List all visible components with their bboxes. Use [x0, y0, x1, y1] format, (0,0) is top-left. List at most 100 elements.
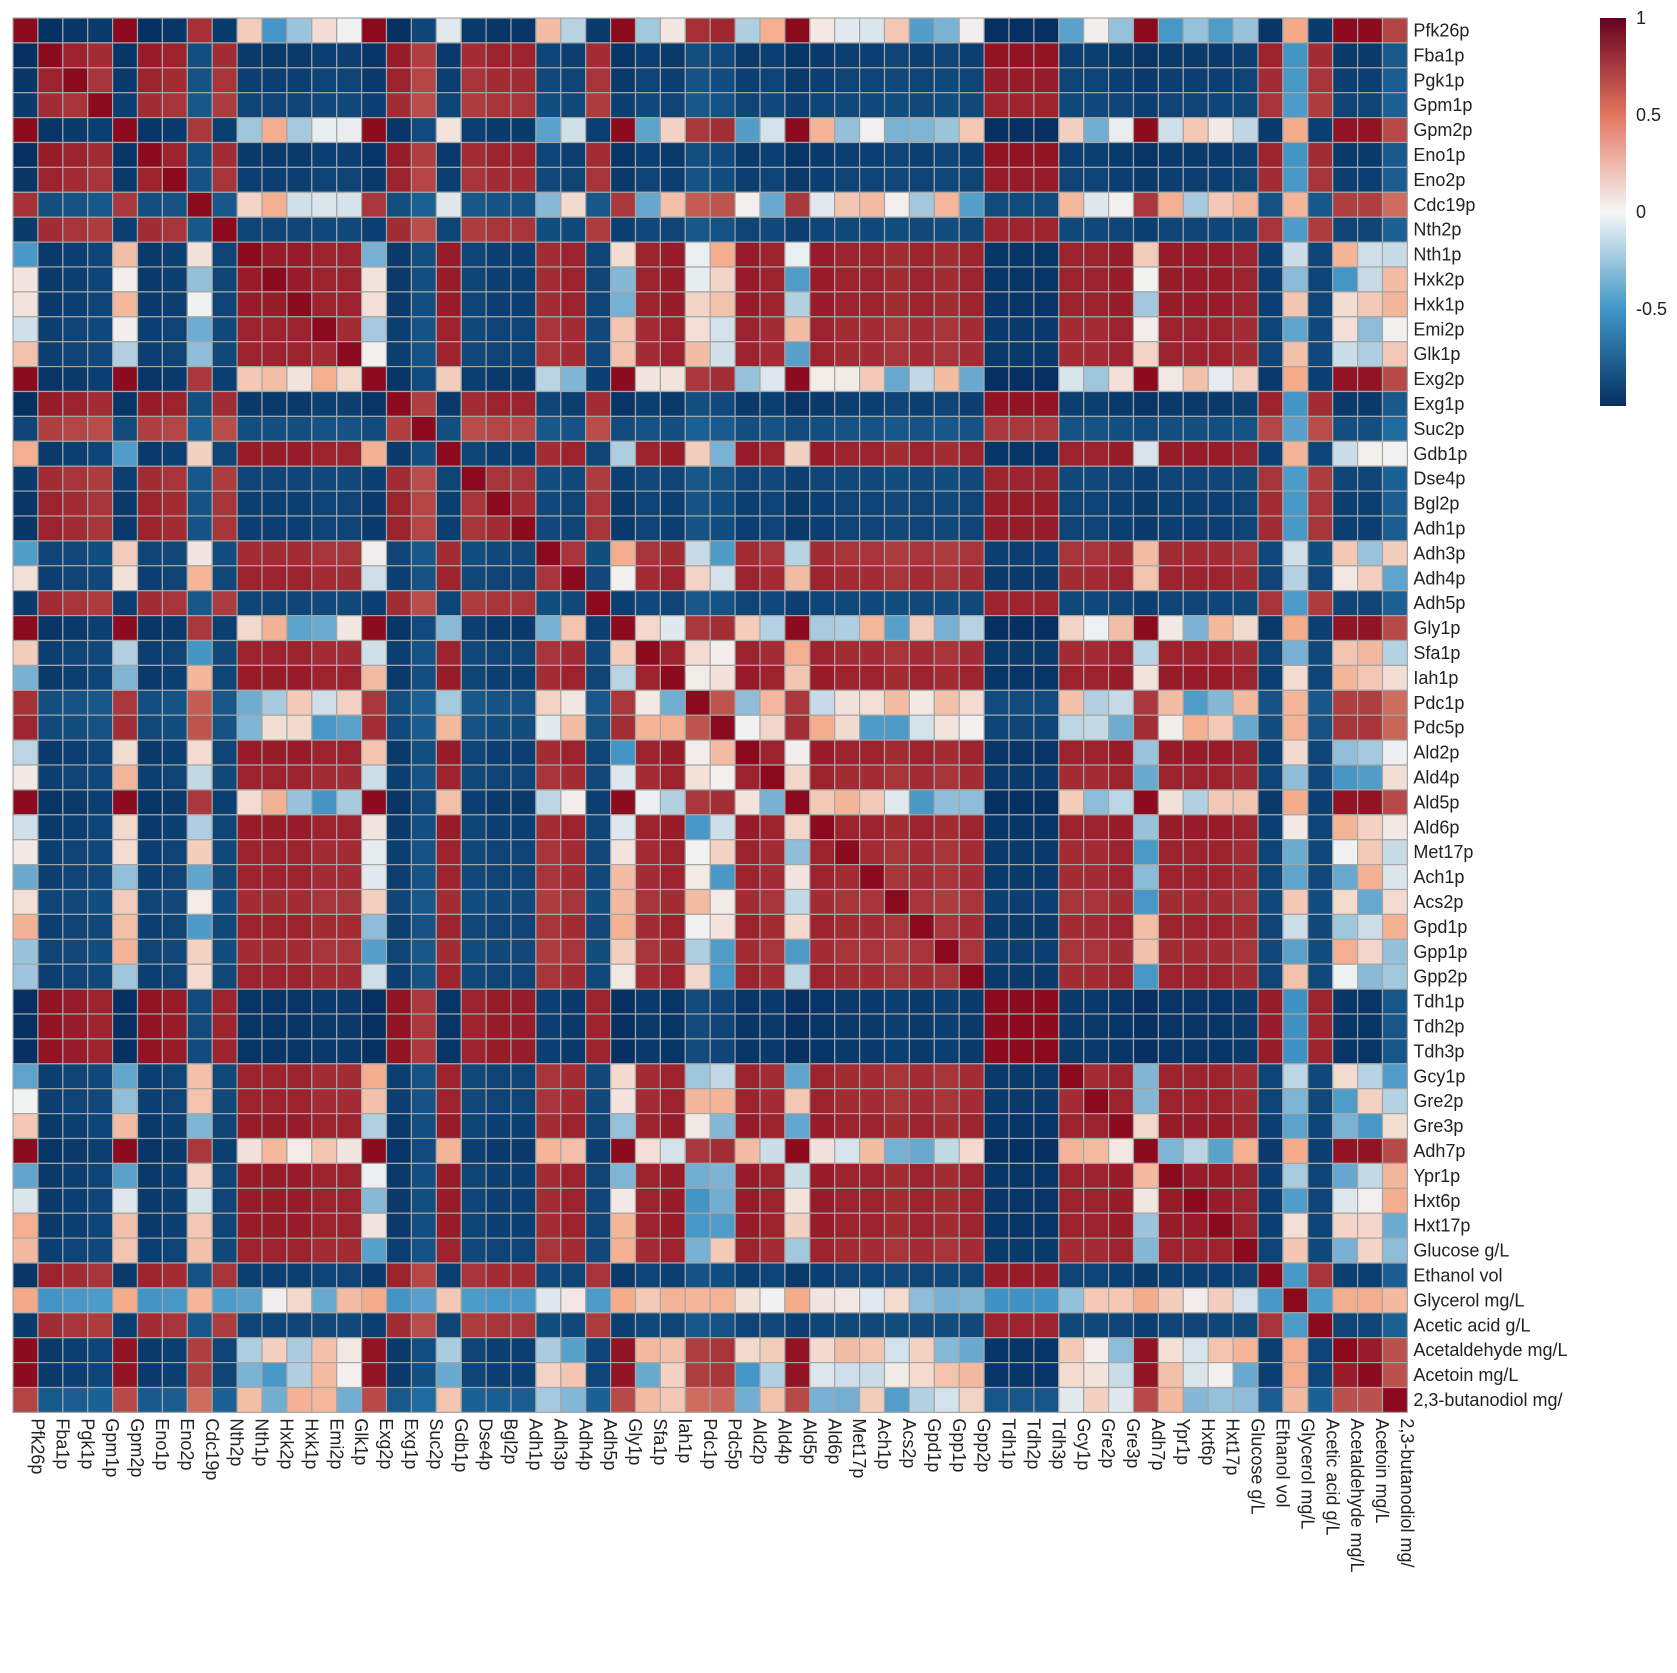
heatmap-cell: [1132, 465, 1159, 492]
heatmap-cell: [1232, 565, 1259, 592]
heatmap-cell: [336, 1337, 363, 1364]
heatmap-cell: [261, 515, 288, 542]
heatmap-cell: [1058, 639, 1085, 666]
heatmap-cell: [883, 938, 910, 965]
heatmap-cell: [1232, 739, 1259, 766]
heatmap-cell: [510, 863, 537, 891]
heatmap-cell: [1083, 614, 1110, 642]
heatmap-cell: [734, 1361, 761, 1389]
heatmap-cell: [485, 1088, 512, 1115]
heatmap-cell: [933, 465, 960, 492]
heatmap-cell: [933, 1112, 960, 1140]
heatmap-cell: [485, 440, 512, 467]
column-label: Ald5p: [799, 1418, 819, 1464]
heatmap-cell: [236, 814, 263, 841]
heatmap-cell: [585, 590, 612, 617]
heatmap-cell: [336, 490, 363, 517]
heatmap-cell: [1381, 938, 1408, 965]
heatmap-cell: [361, 739, 388, 766]
heatmap-cell: [1207, 789, 1234, 816]
heatmap-cell: [136, 590, 163, 617]
heatmap-cell: [734, 614, 761, 642]
heatmap-cell: [1381, 67, 1408, 94]
heatmap-cell: [535, 789, 562, 816]
heatmap-cell: [62, 1038, 89, 1065]
heatmap-cell: [37, 341, 64, 368]
colorbar-tick-label: 1: [1636, 8, 1646, 28]
heatmap-cell: [87, 241, 114, 268]
heatmap-cell: [460, 963, 487, 990]
heatmap-cell: [784, 216, 811, 243]
row-label: Gpm2p: [1413, 120, 1472, 140]
heatmap-cell: [609, 241, 637, 268]
heatmap-cell: [236, 490, 263, 517]
heatmap-cell: [161, 440, 188, 467]
heatmap-cell: [1207, 241, 1234, 268]
heatmap-cell: [12, 1112, 39, 1140]
heatmap-cell: [1257, 739, 1284, 766]
heatmap-cell: [111, 839, 139, 866]
heatmap-cell: [1257, 614, 1284, 642]
heatmap-cell: [1058, 390, 1085, 417]
heatmap-cell: [361, 515, 388, 542]
heatmap-cell: [1332, 1237, 1359, 1264]
heatmap-cell: [858, 1187, 886, 1214]
heatmap-cell: [485, 1361, 512, 1389]
heatmap-cell: [12, 1312, 39, 1339]
heatmap-cell: [1257, 216, 1284, 243]
heatmap-cell: [1232, 863, 1259, 891]
heatmap-cell: [1107, 490, 1135, 517]
heatmap-cell: [883, 490, 910, 517]
heatmap-cell: [62, 141, 89, 168]
heatmap-cell: [883, 92, 910, 119]
heatmap-cell: [1083, 1187, 1110, 1214]
heatmap-cell: [12, 415, 39, 442]
heatmap-cell: [510, 465, 537, 492]
heatmap-cell: [186, 1112, 213, 1140]
heatmap-cell: [958, 415, 985, 442]
heatmap-cell: [560, 1361, 587, 1389]
heatmap-cell: [1332, 1063, 1359, 1090]
heatmap-cell: [37, 291, 64, 318]
heatmap-cell: [236, 913, 263, 940]
heatmap-cell: [908, 1162, 935, 1189]
heatmap-cell: [37, 963, 64, 990]
heatmap-cell: [410, 166, 437, 193]
heatmap-cell: [1356, 266, 1384, 293]
heatmap-cell: [460, 1212, 487, 1239]
heatmap-cell: [883, 266, 910, 293]
heatmap-cell: [286, 266, 313, 293]
heatmap-cell: [87, 191, 114, 218]
heatmap-cell: [908, 1038, 935, 1065]
heatmap-cell: [858, 565, 886, 592]
heatmap-cell: [809, 465, 836, 492]
heatmap-cell: [1132, 1237, 1159, 1264]
heatmap-cell: [560, 1112, 587, 1140]
heatmap-cell: [311, 689, 338, 716]
heatmap-cell: [510, 17, 537, 44]
heatmap-cell: [336, 216, 363, 243]
heatmap-cell: [37, 1262, 64, 1289]
heatmap-cell: [311, 266, 338, 293]
heatmap-cell: [759, 863, 786, 891]
heatmap-cell: [286, 390, 313, 417]
heatmap-cell: [336, 415, 363, 442]
heatmap-cell: [12, 1137, 39, 1164]
heatmap-cell: [585, 67, 612, 94]
heatmap-cell: [1182, 689, 1209, 716]
heatmap-cell: [1307, 789, 1334, 816]
heatmap-cell: [385, 863, 412, 891]
column-label: Hxt17p: [1223, 1418, 1243, 1475]
heatmap-cell: [385, 17, 412, 44]
heatmap-cell: [211, 1237, 238, 1264]
heatmap-cell: [809, 814, 836, 841]
heatmap-cell: [1207, 1162, 1234, 1189]
heatmap-cell: [908, 565, 935, 592]
heatmap-cell: [1033, 1013, 1060, 1040]
heatmap-cell: [1033, 888, 1060, 915]
heatmap-cell: [510, 1361, 537, 1389]
heatmap-cell: [510, 67, 537, 94]
heatmap-cell: [1307, 540, 1334, 567]
heatmap-cell: [933, 988, 960, 1015]
column-label: Ypr1p: [1173, 1418, 1193, 1465]
